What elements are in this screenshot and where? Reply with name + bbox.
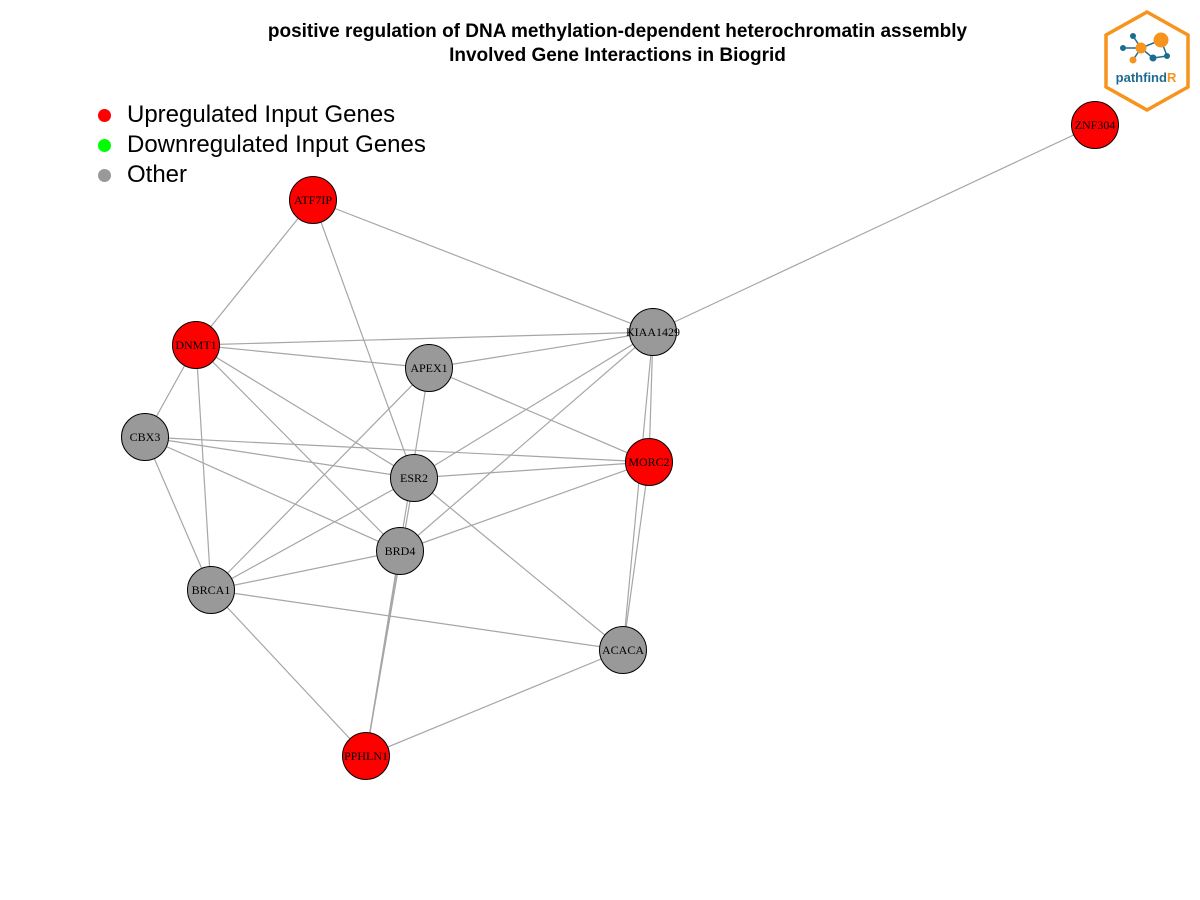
edge-atf7ip-dnmt1 [195,199,314,346]
edge-brd4-pphln1 [365,550,401,757]
node-pphln1[interactable]: PPHLN1 [342,732,390,780]
node-brd4[interactable]: BRD4 [376,527,424,575]
chart-title: positive regulation of DNA methylation-d… [0,20,1200,68]
edge-znf304-kiaa1429 [652,124,1096,333]
legend-dot-downregulated [98,138,111,152]
node-layer: ZNF304 ATF7IP KIAA1429 DNMT1 APEX1 CBX3 MORC2 E… [121,101,1119,780]
node-circle-brca1[interactable] [187,566,235,614]
node-circle-pphln1[interactable] [342,732,390,780]
legend-dot-upregulated [98,108,111,122]
node-circle-kiaa1429[interactable] [629,308,677,356]
pathfindr-logo: pathfindR [1104,10,1190,112]
edge-dnmt1-kiaa1429 [195,331,654,346]
node-circle-acaca[interactable] [599,626,647,674]
legend-dot-other [98,168,111,182]
node-znf304[interactable]: ZNF304 [1071,101,1119,149]
edge-kiaa1429-brd4 [399,331,654,552]
edge-esr2-morc2 [413,461,650,479]
node-cbx3[interactable]: CBX3 [121,413,169,461]
node-label-znf304: ZNF304 [1075,118,1116,132]
edge-brca1-pphln1 [210,589,367,757]
edge-apex1-brca1 [210,367,430,591]
node-label-acaca: ACACA [602,643,644,657]
node-circle-brd4[interactable] [376,527,424,575]
node-label-brd4: BRD4 [385,544,416,558]
edge-brd4-brca1 [210,550,401,591]
node-label-brca1: BRCA1 [192,583,231,597]
node-label-kiaa1429: KIAA1429 [626,325,680,339]
edge-brca1-acaca [210,589,624,651]
logo-text-accent: R [1167,70,1177,85]
legend-item-downregulated: Downregulated Input Genes [98,130,426,160]
edge-cbx3-morc2 [144,436,650,463]
title-line-1: positive regulation of DNA methylation-d… [267,21,968,42]
edge-esr2-brca1 [210,477,415,591]
edge-dnmt1-esr2 [195,344,415,479]
edge-cbx3-brd4 [144,436,401,552]
node-atf7ip[interactable]: ATF7IP [289,176,337,224]
edge-esr2-acaca [413,477,624,651]
legend-item-upregulated: Upregulated Input Genes [98,100,426,130]
node-label-esr2: ESR2 [400,471,428,485]
node-circle-apex1[interactable] [405,344,453,392]
logo-text: pathfindR [1116,70,1177,85]
legend: Upregulated Input Genes Downregulated In… [98,100,426,190]
node-circle-dnmt1[interactable] [172,321,220,369]
edge-morc2-acaca [622,461,650,651]
edge-kiaa1429-acaca [622,331,654,651]
node-esr2[interactable]: ESR2 [390,454,438,502]
logo-text-main: pathfind [1116,70,1167,85]
node-circle-morc2[interactable] [625,438,673,486]
edge-apex1-kiaa1429 [428,331,654,369]
legend-item-other: Other [98,160,426,190]
edge-apex1-morc2 [428,367,650,463]
edge-kiaa1429-esr2 [413,331,654,479]
node-label-cbx3: CBX3 [130,430,161,444]
node-label-morc2: MORC2 [628,455,669,469]
node-brca1[interactable]: BRCA1 [187,566,235,614]
edge-cbx3-brca1 [144,436,212,591]
edge-cbx3-esr2 [144,436,415,479]
node-apex1[interactable]: APEX1 [405,344,453,392]
node-kiaa1429[interactable]: KIAA1429 [626,308,680,356]
edge-dnmt1-apex1 [195,344,430,369]
legend-label-downregulated: Downregulated Input Genes [127,131,426,158]
node-circle-esr2[interactable] [390,454,438,502]
network-icon [1120,32,1170,64]
node-label-pphln1: PPHLN1 [344,749,388,763]
edge-atf7ip-kiaa1429 [312,199,654,333]
edge-acaca-pphln1 [365,649,624,757]
node-label-atf7ip: ATF7IP [294,193,332,207]
node-morc2[interactable]: MORC2 [625,438,673,486]
edge-dnmt1-brca1 [195,344,212,591]
node-circle-znf304[interactable] [1071,101,1119,149]
node-label-apex1: APEX1 [410,361,447,375]
edge-atf7ip-esr2 [312,199,415,479]
node-circle-cbx3[interactable] [121,413,169,461]
edge-dnmt1-brd4 [195,344,401,552]
node-acaca[interactable]: ACACA [599,626,647,674]
edge-brd4-morc2 [399,461,650,552]
node-circle-atf7ip[interactable] [289,176,337,224]
title-line-2: Involved Gene Interactions in Biogrid [449,45,786,66]
legend-label-upregulated: Upregulated Input Genes [127,101,396,128]
node-label-dnmt1: DNMT1 [175,338,216,352]
node-dnmt1[interactable]: DNMT1 [172,321,220,369]
legend-label-other: Other [127,161,188,188]
